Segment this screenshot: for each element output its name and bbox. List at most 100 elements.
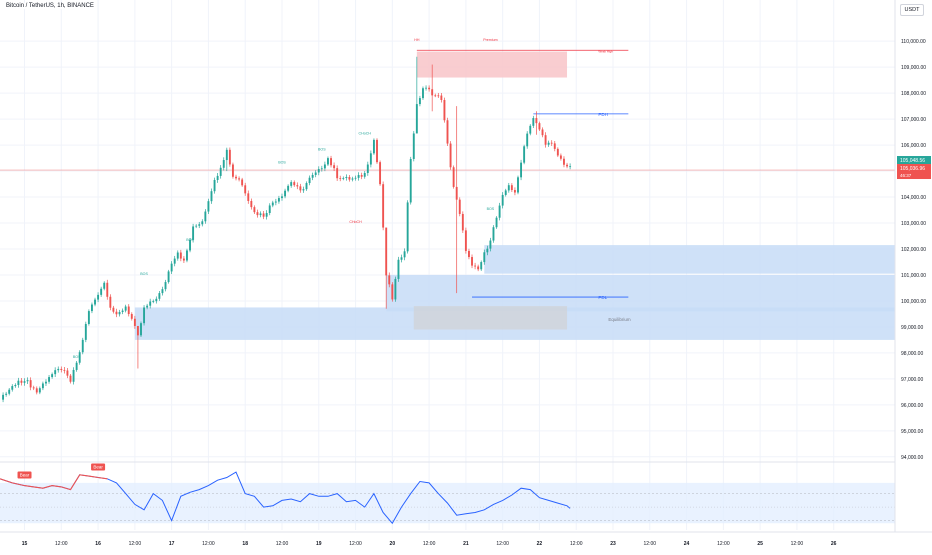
candle-body xyxy=(538,123,541,130)
candle-body xyxy=(388,275,391,285)
candle-body xyxy=(440,95,443,100)
price-axis-bg xyxy=(895,0,932,550)
candle-body xyxy=(400,257,403,260)
candle-body xyxy=(550,142,553,144)
candle-body xyxy=(158,293,161,299)
candle-body xyxy=(268,205,271,214)
level-lines: PDH PDL Weak High Equilibrium xyxy=(0,49,895,322)
price-zones xyxy=(134,51,895,340)
candle-body xyxy=(118,312,121,315)
candle-body xyxy=(489,240,492,249)
candle-body xyxy=(20,380,23,383)
time-tick-label: 15 xyxy=(22,541,28,547)
candle-body xyxy=(513,190,516,193)
candle-body xyxy=(455,186,458,200)
annotations: HH Premium CHoCH CHoCH BOS BOS BOS BOS BOS BOS xyxy=(73,38,498,359)
candle-body xyxy=(391,284,394,300)
candle-body xyxy=(406,202,409,252)
candle-body xyxy=(486,248,489,253)
candle-body xyxy=(342,177,345,179)
candle-body xyxy=(296,185,299,187)
candle-body xyxy=(201,221,204,225)
bear-signal-text: Bear xyxy=(20,473,30,478)
price-tick-label: 94,000.00 xyxy=(901,455,923,461)
candle-body xyxy=(437,95,440,97)
candle-body xyxy=(186,250,188,261)
candle-body xyxy=(434,95,437,97)
candle-body xyxy=(464,230,467,251)
countdown-text: 46:37 xyxy=(900,173,912,178)
candle-body xyxy=(271,202,274,206)
rsi-pane: BearBear40.0060.0080.0049.21 xyxy=(0,461,932,530)
time-tick-label: 24 xyxy=(684,541,690,547)
rsi-bear-segment xyxy=(0,474,108,491)
candle-body xyxy=(140,323,142,336)
candle-body xyxy=(397,259,400,279)
candle-body xyxy=(146,305,149,308)
candle-body xyxy=(529,125,532,134)
bear-signal-text: Bear xyxy=(93,464,103,469)
candle-body xyxy=(48,377,50,382)
candle-body xyxy=(115,311,118,315)
candle-body xyxy=(541,129,544,136)
candle-body xyxy=(363,172,366,177)
candle-body xyxy=(69,375,72,382)
candle-body xyxy=(2,394,5,400)
candle-body xyxy=(207,201,210,212)
candle-body xyxy=(299,186,302,191)
candle-body xyxy=(382,184,385,228)
candle-body xyxy=(87,311,90,324)
candle-body xyxy=(317,169,320,173)
candle-body xyxy=(287,185,290,191)
candle-body xyxy=(501,194,504,206)
candle-body xyxy=(461,213,464,231)
candle-body xyxy=(409,158,412,203)
currency-button[interactable]: USDT xyxy=(900,4,924,16)
candle-body xyxy=(277,198,280,202)
candle-body xyxy=(547,142,550,145)
level-label: PDH xyxy=(598,112,608,117)
candle-body xyxy=(520,162,523,178)
candle-body xyxy=(97,294,100,300)
time-tick-label: 12:00 xyxy=(717,541,730,547)
candle-body xyxy=(182,258,185,261)
candle-body xyxy=(84,323,87,340)
candle-body xyxy=(45,381,47,384)
structure-label: BOS xyxy=(140,272,148,276)
bear-signal xyxy=(17,471,32,479)
candle-body xyxy=(480,262,483,270)
candle-body xyxy=(443,99,446,121)
candle-body xyxy=(231,164,234,177)
candle-body xyxy=(569,166,572,168)
candle-body xyxy=(265,213,268,217)
symbol-title[interactable]: Bitcoin / TetherUS, 1h, BINANCE xyxy=(6,3,94,9)
candle-body xyxy=(385,227,388,276)
candle-body xyxy=(210,191,213,202)
candle-body xyxy=(112,307,115,312)
time-tick-label: 12:00 xyxy=(129,541,142,547)
candle-body xyxy=(293,182,296,186)
candle-body xyxy=(376,139,378,163)
candle-body xyxy=(526,133,529,147)
time-tick-label: 25 xyxy=(757,541,763,547)
candle-body xyxy=(198,224,201,226)
candle-body xyxy=(431,89,434,96)
candle-body xyxy=(302,189,305,191)
candle-body xyxy=(164,282,167,290)
candle-body xyxy=(11,386,14,390)
candle-body xyxy=(26,380,29,382)
candle-body xyxy=(563,158,565,165)
candle-body xyxy=(57,368,60,371)
candle-body xyxy=(323,164,326,169)
candle-body xyxy=(418,98,421,105)
zone-gray xyxy=(413,306,568,330)
candle-body xyxy=(195,225,198,227)
candle-body xyxy=(498,205,501,218)
candle-body xyxy=(446,120,449,144)
candle-body xyxy=(109,296,112,308)
candle-body xyxy=(262,213,265,217)
candle-body xyxy=(100,288,103,295)
candle-body xyxy=(250,200,253,208)
